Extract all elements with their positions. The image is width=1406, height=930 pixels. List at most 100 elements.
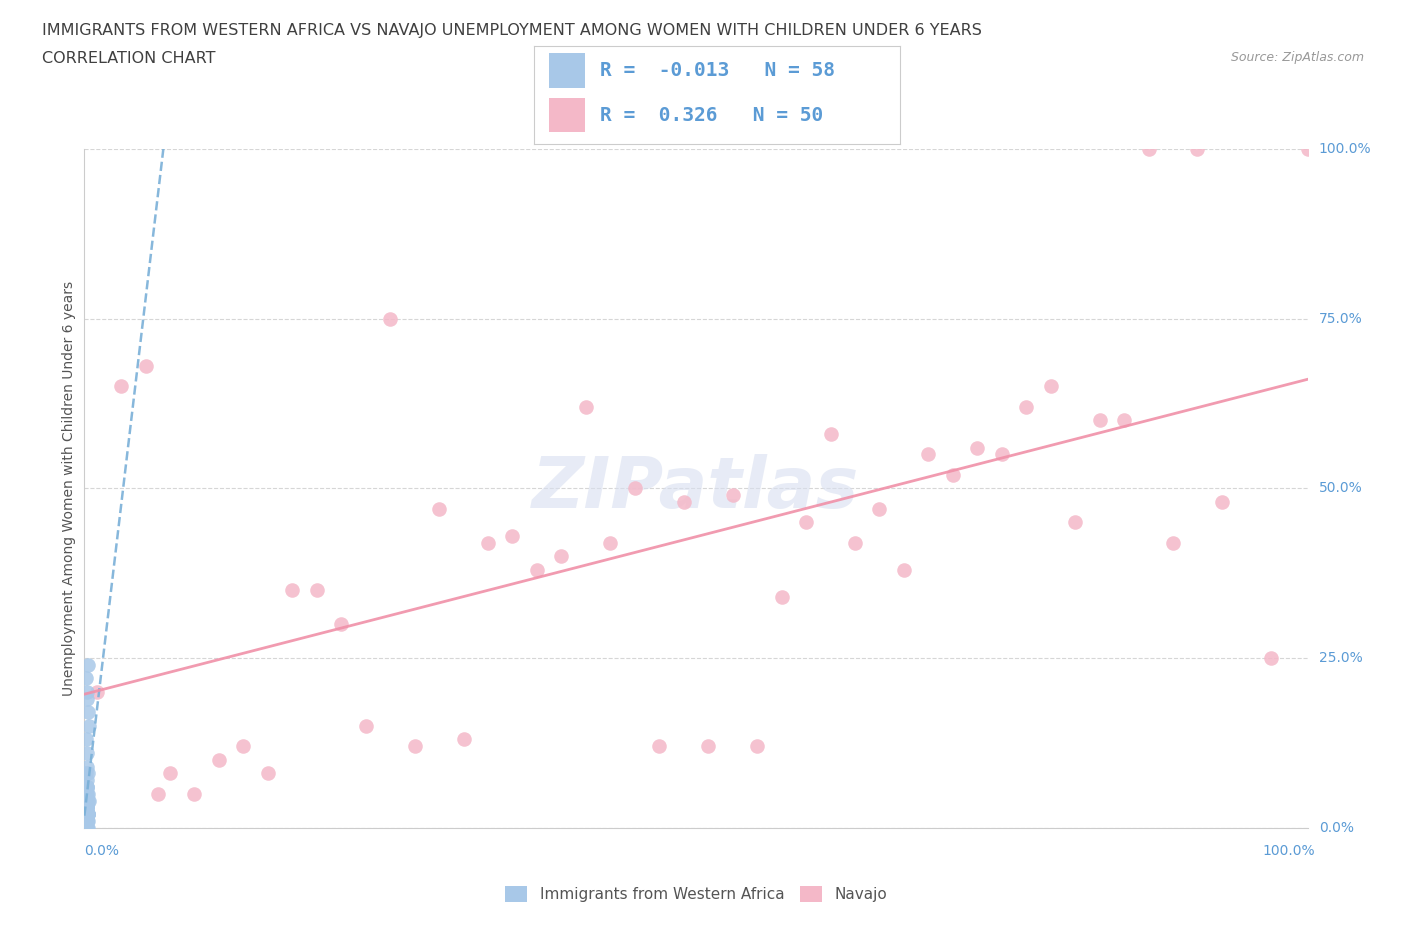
Point [208,752,231,767]
Point [75,787,97,802]
Point [75,732,97,747]
Point [76,684,98,699]
Point [146,787,169,802]
Point [75,820,97,835]
Point [76,814,98,829]
Text: CORRELATION CHART: CORRELATION CHART [42,51,215,66]
Point [75,820,97,835]
Point [232,738,254,753]
Point [77,787,100,802]
Point [1161,535,1184,550]
Point [453,732,475,747]
Point [1187,141,1209,156]
Y-axis label: Unemployment Among Women with Children Under 6 years: Unemployment Among Women with Children U… [62,281,76,696]
Point [966,440,988,455]
Point [404,738,426,753]
Point [75,793,97,808]
Point [135,359,157,374]
Point [76,814,98,829]
Point [477,535,499,550]
Point [794,515,817,530]
Point [75,820,97,835]
Point [305,582,328,598]
Point [330,617,353,631]
Text: 0.0%: 0.0% [84,844,120,858]
Text: 0.0%: 0.0% [1319,820,1354,835]
Point [76,779,98,794]
Point [76,820,98,835]
Point [76,779,98,794]
Point [624,481,647,496]
Point [75,766,97,781]
Point [110,379,132,394]
Point [427,501,450,516]
Point [75,806,97,821]
Point [75,671,97,685]
Point [77,820,100,835]
Point [501,528,523,543]
Point [257,766,280,781]
Bar [548,99,585,132]
Point [75,820,97,835]
Point [75,814,97,829]
Point [75,800,97,815]
Point [1114,413,1136,428]
Point [76,800,98,815]
Point [820,427,842,442]
Point [76,814,98,829]
Point [648,738,671,753]
Point [77,793,100,808]
Point [672,495,695,510]
Text: 100.0%: 100.0% [1263,844,1315,858]
Point [159,766,181,781]
Point [75,820,97,835]
Point [76,814,98,829]
Point [770,590,793,604]
Point [76,779,98,794]
Point [575,399,598,414]
Point [1296,141,1319,156]
Point [380,311,402,326]
Point [76,746,98,761]
Point [354,718,377,733]
Point [550,549,572,564]
Point [75,787,97,802]
Point [77,806,100,821]
Point [76,806,98,821]
Point [844,535,866,550]
Point [75,806,97,821]
Point [893,563,915,578]
Point [917,446,939,461]
Text: R =  0.326   N = 50: R = 0.326 N = 50 [600,106,824,125]
Text: R =  -0.013   N = 58: R = -0.013 N = 58 [600,61,835,80]
Point [721,487,744,502]
Point [76,759,98,774]
Point [77,814,100,829]
Point [1137,141,1160,156]
Point [77,658,100,672]
Point [1039,379,1062,394]
Point [77,766,100,781]
Point [1088,413,1111,428]
Point [76,814,98,829]
Point [183,787,205,802]
Point [75,814,97,829]
Point [75,814,97,829]
Point [76,800,98,815]
Point [75,814,97,829]
Point [76,800,98,815]
Point [1260,651,1282,666]
Point [75,820,97,835]
Point [76,773,98,788]
Point [281,582,304,598]
Point [75,800,97,815]
Text: 75.0%: 75.0% [1319,312,1362,326]
Point [76,787,98,802]
Point [75,814,97,829]
Text: Source: ZipAtlas.com: Source: ZipAtlas.com [1230,51,1364,64]
Point [77,806,100,821]
Point [990,446,1012,461]
Point [747,738,769,753]
Point [76,806,98,821]
Point [869,501,891,516]
